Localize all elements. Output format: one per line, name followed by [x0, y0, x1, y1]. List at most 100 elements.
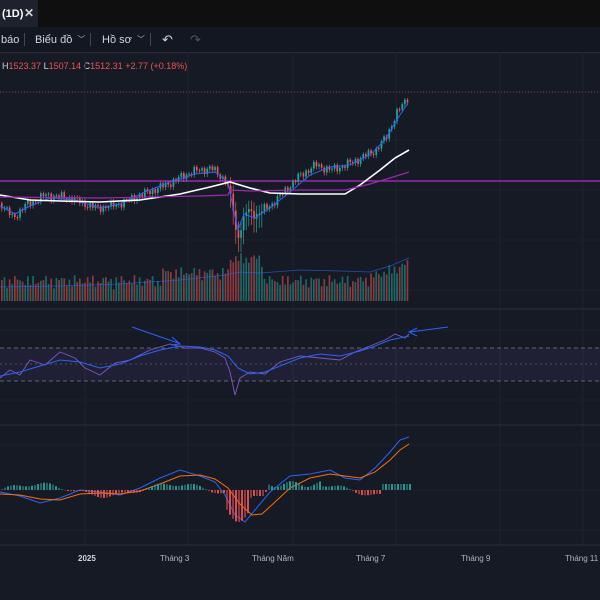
candle-body: [123, 199, 125, 208]
macd-histogram-bar: [4, 487, 6, 490]
macd-histogram-bar: [238, 490, 240, 522]
annotation-arrow-line: [131, 326, 179, 344]
volume-bar: [276, 282, 279, 301]
candle-body: [232, 193, 235, 211]
volume-bar: [151, 276, 154, 301]
macd-histogram-bar: [178, 485, 180, 490]
macd-histogram-bar: [265, 490, 267, 492]
volume-bar: [34, 283, 37, 301]
macd-histogram-bar: [13, 485, 15, 490]
candle-body: [172, 179, 175, 187]
signal-line: [0, 443, 410, 516]
macd-histogram-bar: [40, 483, 42, 490]
macd-histogram-bar: [271, 486, 273, 490]
toolbar-divider: [150, 33, 151, 46]
volume-bar: [105, 277, 107, 301]
candle-body: [266, 204, 268, 209]
macd-histogram-bar: [223, 490, 225, 494]
macd-histogram-bar: [211, 490, 213, 493]
macd-histogram-bar: [382, 484, 384, 490]
volume-bar: [71, 286, 73, 301]
volume-bar: [138, 277, 141, 301]
macd-histogram-bar: [118, 490, 120, 494]
volume-bar: [99, 283, 102, 301]
macd-histogram-bar: [136, 490, 138, 493]
alert-button[interactable]: báo: [1, 27, 19, 52]
volume-bar: [406, 260, 409, 301]
candle-body: [125, 199, 128, 201]
rsi-ma-line: [0, 335, 410, 377]
chart-menu-button[interactable]: Biểu đồ ﹀: [35, 27, 85, 52]
volume-bar: [24, 285, 27, 301]
undo-icon[interactable]: ↶: [162, 31, 173, 47]
candle-body: [331, 168, 333, 170]
macd-histogram-bar: [43, 482, 45, 490]
profile-menu-button[interactable]: Hồ sơ ﹀: [102, 27, 145, 52]
candle-body: [245, 212, 248, 217]
close-icon[interactable]: ✕: [23, 6, 35, 20]
macd-histogram-bar: [280, 485, 282, 490]
volume-bar: [255, 258, 258, 301]
volume-bar: [349, 286, 352, 301]
volume-bar: [185, 272, 188, 301]
volume-bar: [326, 286, 328, 301]
redo-icon[interactable]: ↷: [190, 31, 201, 47]
candle-body: [352, 162, 354, 164]
annotation-arrow-line: [409, 326, 449, 333]
candle-body: [341, 166, 344, 168]
macd-histogram-bar: [364, 490, 366, 496]
volume-bar: [388, 265, 391, 301]
macd-histogram-bar: [154, 484, 156, 490]
candle-body: [362, 154, 365, 159]
volume-bar: [279, 284, 281, 301]
candle-body: [211, 166, 214, 171]
macd-histogram-bar: [67, 490, 69, 492]
candle-body: [63, 192, 66, 199]
macd-histogram-bar: [313, 484, 315, 490]
candle-body: [271, 203, 274, 207]
volume-bar: [63, 278, 66, 301]
candle-body: [1, 203, 3, 209]
candle-body: [248, 209, 250, 213]
macd-histogram-bar: [139, 490, 141, 493]
volume-bar: [216, 273, 219, 301]
volume-bar: [190, 273, 193, 301]
volume-ma-line: [0, 257, 410, 288]
volume-bar: [354, 282, 357, 301]
macd-histogram-bar: [352, 490, 354, 492]
candle-body: [359, 158, 362, 164]
macd-histogram-bar: [388, 484, 390, 490]
candle-body: [250, 209, 253, 211]
macd-histogram-bar: [349, 489, 351, 490]
candle-body: [112, 200, 115, 207]
volume-bar: [86, 277, 89, 301]
candle-body: [380, 141, 383, 149]
volume-bar: [141, 285, 144, 301]
volume-bar: [162, 268, 164, 301]
x-axis-label: 2025: [78, 554, 96, 563]
candle-body: [32, 201, 34, 206]
volume-bar: [359, 276, 362, 301]
macd-histogram-bar: [367, 490, 369, 496]
volume-bar: [196, 275, 198, 301]
volume-bar: [224, 273, 227, 301]
macd-histogram-bar: [259, 490, 261, 496]
candle-body: [300, 173, 302, 175]
macd-histogram-bar: [22, 486, 24, 490]
volume-bar: [84, 282, 86, 301]
candle-body: [45, 194, 47, 196]
chart-tab[interactable]: (1D) ✕: [0, 0, 38, 27]
candle-body: [289, 187, 292, 192]
candle-body: [107, 206, 110, 209]
candle-body: [183, 173, 185, 179]
volume-bar: [159, 285, 162, 301]
candle-body: [146, 189, 149, 191]
candle-body: [203, 168, 206, 175]
close-value: 1512.31: [90, 61, 123, 71]
volume-bar: [81, 283, 84, 301]
candle-body: [240, 230, 242, 238]
volume-bar: [339, 282, 341, 301]
macd-histogram-bar: [334, 485, 336, 490]
volume-bar: [253, 255, 255, 301]
